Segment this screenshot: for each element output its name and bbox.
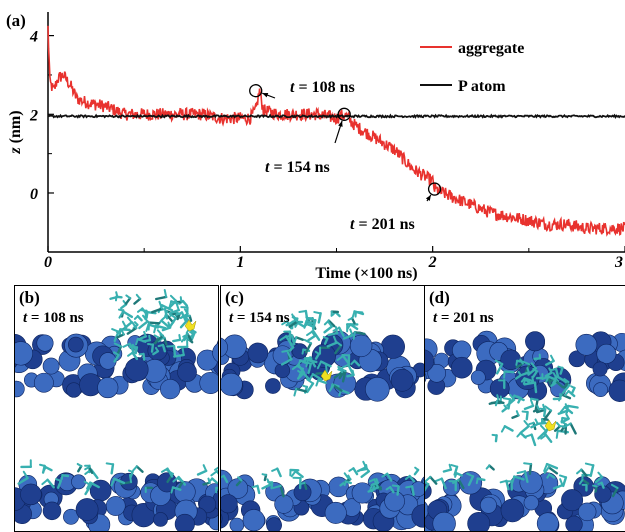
annotation-label: t = 108 ns xyxy=(290,79,355,96)
panel-c-label: (c) xyxy=(225,288,244,307)
x-tick-label: 0 xyxy=(44,254,52,271)
x-tick-label: 1 xyxy=(236,254,244,271)
chart-panel-a: (a) 0 2 4 0 1 2 3 Time (×100 ns) z (nm) t = 108 … xyxy=(6,11,625,282)
y-tick-label: 2 xyxy=(29,107,38,124)
annotation-arrowhead xyxy=(338,120,343,127)
annotation-layer: t = 108 ns t = 154 ns t = 201 ns xyxy=(249,79,442,233)
molecular-scene-b xyxy=(15,288,218,531)
panel-d-time: t = 201 ns xyxy=(433,310,494,326)
panel-a-label: (a) xyxy=(6,11,26,30)
series-layer xyxy=(47,25,625,237)
panel-d-snapshot: (d) t = 201 ns xyxy=(424,285,625,532)
panel-d-label: (d) xyxy=(429,288,450,307)
y-axis-label: z (nm) xyxy=(7,110,24,154)
annotation-marker xyxy=(249,84,263,98)
annotation-arrowhead xyxy=(262,92,269,98)
axes: 0 2 4 0 1 2 3 Time (×100 ns) z (nm) xyxy=(7,12,625,282)
x-tick-label: 3 xyxy=(614,254,623,271)
legend-label: P atom xyxy=(458,78,506,95)
annotation-label: t = 201 ns xyxy=(350,216,415,233)
y-tick-label: 0 xyxy=(30,186,38,203)
y-tick-label: 4 xyxy=(29,29,38,46)
x-tick-label: 2 xyxy=(428,254,437,271)
annotation-arrowhead xyxy=(425,194,431,201)
panel-c-time: t = 154 ns xyxy=(229,310,290,326)
molecular-scene-d xyxy=(425,330,625,531)
panel-c-snapshot: (c) t = 154 ns xyxy=(220,285,425,532)
molecular-scene-c xyxy=(221,309,424,531)
legend-label: aggregate xyxy=(458,40,524,57)
annotation-marker xyxy=(337,107,351,121)
panel-b-snapshot: (b) t = 108 ns xyxy=(14,285,219,532)
panel-b-time: t = 108 ns xyxy=(23,310,84,326)
series-line-aggregate xyxy=(47,25,625,237)
panel-b-label: (b) xyxy=(19,288,40,307)
annotation-label: t = 154 ns xyxy=(265,159,330,176)
annotation-marker xyxy=(427,182,442,196)
legend: aggregate P atom xyxy=(420,40,524,95)
x-axis-label: Time (×100 ns) xyxy=(315,265,417,282)
series-line-p-atom xyxy=(47,113,625,120)
